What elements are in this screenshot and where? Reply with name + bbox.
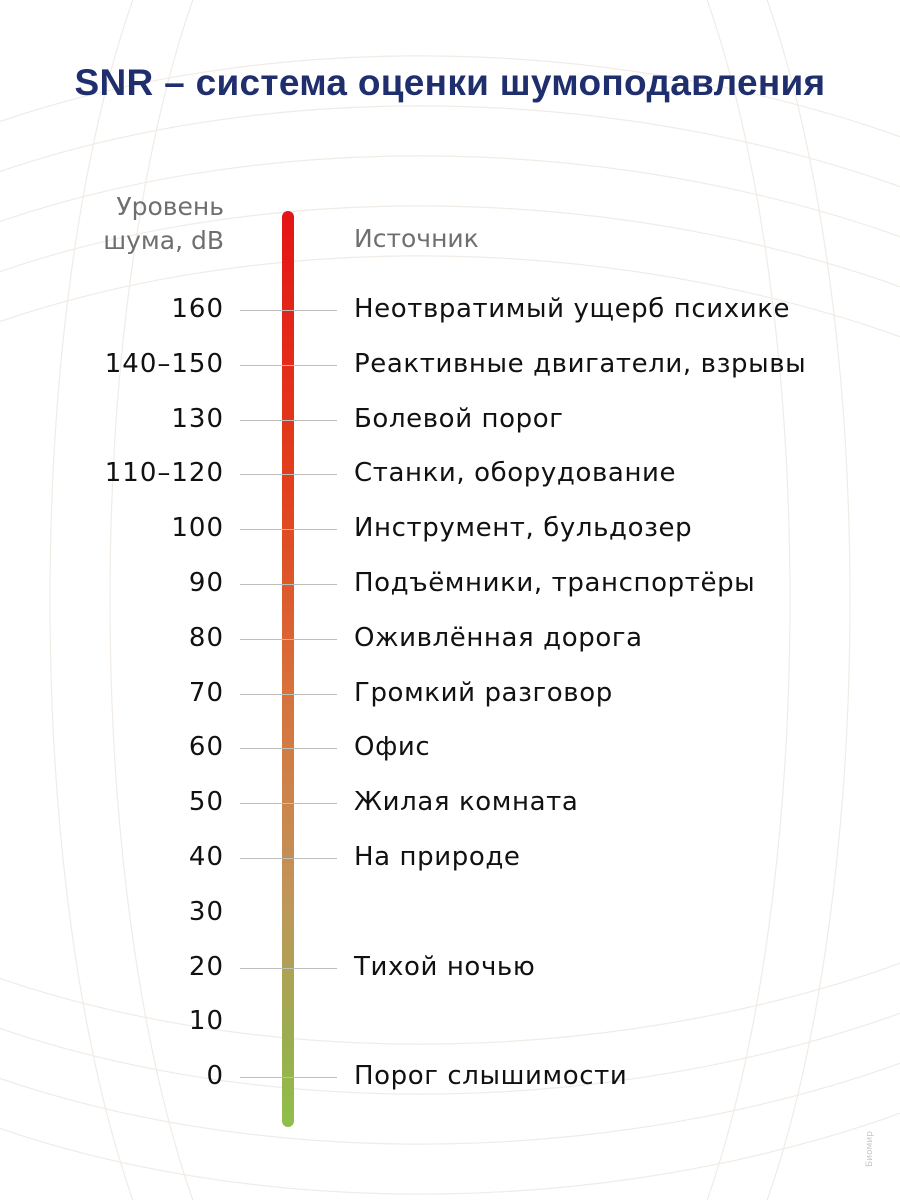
noise-level-row: 30: [0, 893, 900, 933]
noise-level-row: 80 Оживлённая дорога: [0, 619, 900, 659]
level-header-line1: Уровень: [116, 192, 224, 221]
noise-source-label: Офис: [354, 732, 431, 763]
noise-level-value: 50: [188, 787, 224, 818]
watermark: Биомир: [865, 1131, 875, 1167]
scale-tick-line: [240, 364, 337, 366]
noise-source-label: Порог слышимости: [354, 1061, 628, 1092]
scale-tick-line: [240, 584, 337, 585]
noise-source-label: Оживлённая дорога: [354, 622, 643, 653]
noise-level-row: 0 Порог слышимости: [0, 1057, 900, 1097]
noise-level-row: 70 Громкий разговор: [0, 674, 900, 714]
noise-source-label: На природе: [354, 842, 521, 872]
noise-level-value: 70: [188, 677, 224, 708]
noise-level-value: 10: [188, 1006, 224, 1037]
scale-tick-line: [240, 967, 337, 969]
noise-source-label: Тихой ночью: [354, 951, 536, 982]
noise-source-label: Неотвратимый ущерб психике: [354, 294, 791, 324]
noise-level-row: 90 Подъёмники, транспортёры: [0, 564, 900, 604]
scale-tick-line: [240, 529, 337, 531]
noise-level-value: 60: [188, 732, 224, 763]
noise-level-gradient-bar: [282, 211, 294, 1127]
noise-level-value: 20: [188, 951, 224, 982]
page-title: SNR – система оценки шумоподавления: [74, 62, 826, 103]
scale-tick-line: [240, 474, 337, 476]
level-column-header: Уровень шума, dB: [4, 190, 224, 258]
noise-level-row: 50 Жилая комната: [0, 783, 900, 823]
scale-tick-line: [240, 638, 337, 640]
noise-level-value: 40: [188, 842, 224, 872]
noise-level-value: 160: [171, 294, 224, 324]
noise-level-value: 100: [171, 513, 224, 544]
source-column-header: Источник: [354, 224, 479, 253]
level-header-line2: шума, dB: [103, 226, 224, 255]
scale-tick-line: [240, 803, 337, 805]
noise-level-value: 80: [188, 622, 224, 653]
noise-source-label: Громкий разговор: [354, 677, 613, 708]
noise-level-row: 100 Инструмент, бульдозер: [0, 509, 900, 549]
noise-source-label: Жилая комната: [354, 787, 579, 818]
noise-level-value: 110–120: [104, 458, 224, 489]
noise-source-label: Болевой порог: [354, 403, 564, 434]
noise-level-row: 60 Офис: [0, 728, 900, 768]
noise-level-row: 140–150 Реактивные двигатели, взрывы: [0, 345, 900, 385]
noise-level-row: 130 Болевой порог: [0, 400, 900, 440]
noise-level-value: 130: [171, 403, 224, 434]
scale-tick-line: [240, 1077, 337, 1079]
noise-level-value: 30: [188, 896, 224, 927]
noise-source-label: Инструмент, бульдозер: [354, 513, 693, 544]
noise-level-row: 40 На природе: [0, 838, 900, 878]
noise-level-row: 20 Тихой ночью: [0, 948, 900, 988]
scale-tick-line: [240, 693, 337, 695]
scale-tick-line: [240, 748, 337, 750]
scale-tick-line: [240, 310, 337, 311]
noise-level-value: 140–150: [104, 348, 224, 379]
noise-source-label: Подъёмники, транспортёры: [354, 568, 756, 598]
noise-source-label: Реактивные двигатели, взрывы: [354, 348, 807, 379]
noise-level-row: 110–120 Станки, оборудование: [0, 454, 900, 494]
noise-level-value: 90: [188, 568, 224, 598]
noise-level-row: 10: [0, 1002, 900, 1042]
scale-tick-line: [240, 858, 337, 859]
noise-level-row: 160 Неотвратимый ущерб психике: [0, 290, 900, 330]
scale-tick-line: [240, 419, 337, 421]
noise-level-value: 0: [206, 1061, 224, 1092]
noise-source-label: Станки, оборудование: [354, 458, 677, 489]
